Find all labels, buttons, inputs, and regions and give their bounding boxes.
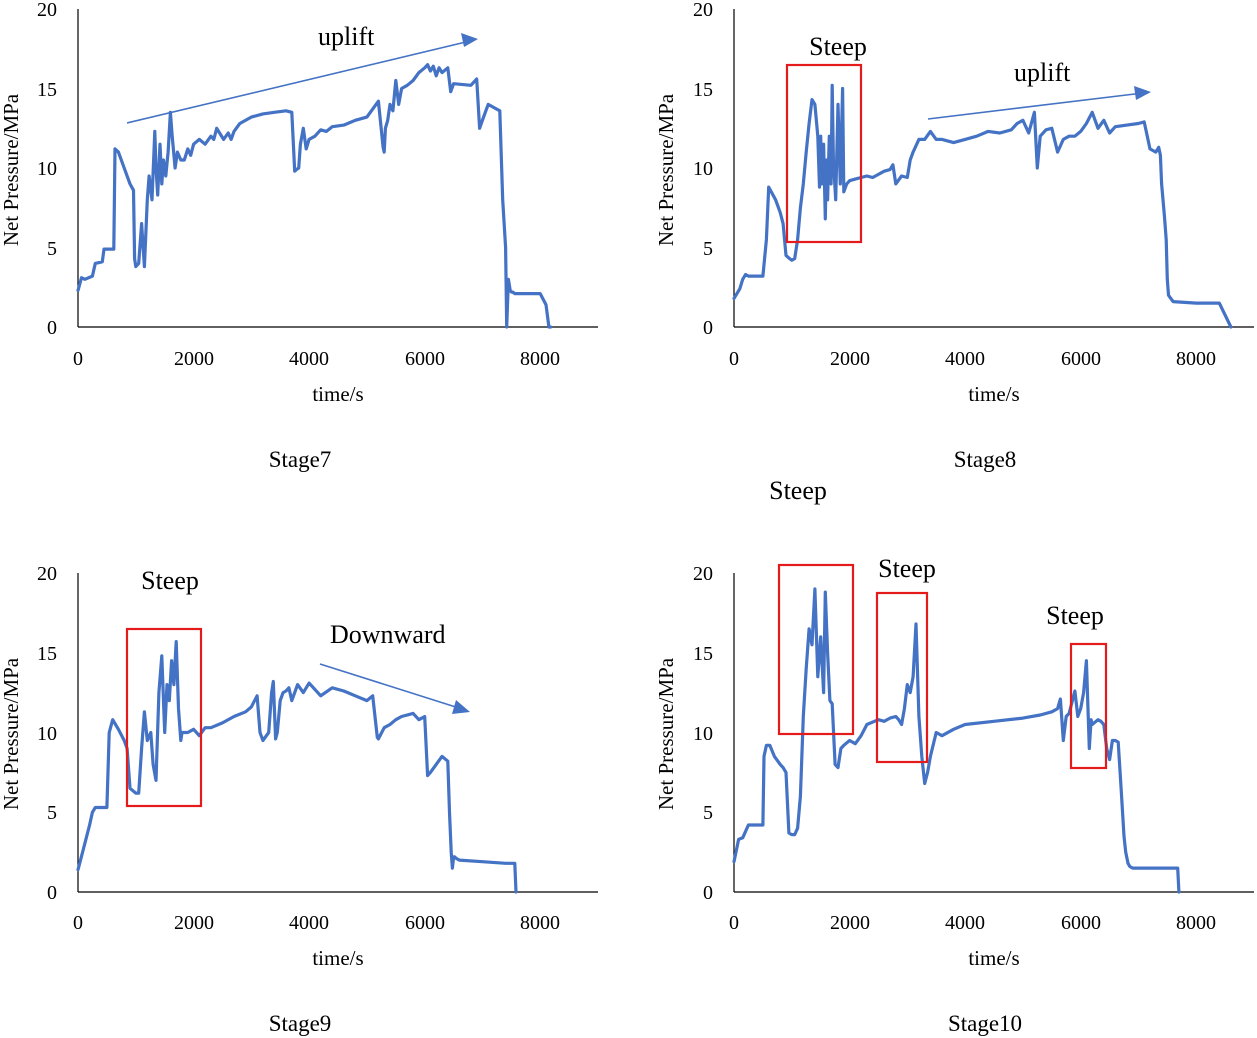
x-tick-label: 6000 bbox=[1061, 348, 1101, 370]
y-tick-label: 5 bbox=[47, 238, 57, 260]
y-tick-label: 15 bbox=[37, 643, 57, 665]
x-axis-label: time/s bbox=[312, 946, 363, 970]
steep-region-box bbox=[125, 627, 203, 808]
steep-label: Steep bbox=[769, 476, 827, 505]
uplift-trend-arrow bbox=[927, 92, 1144, 120]
y-tick-label: 15 bbox=[37, 79, 57, 101]
downward-label: Downward bbox=[330, 620, 446, 649]
steep-region-box-2 bbox=[875, 591, 929, 764]
y-tick-label: 10 bbox=[693, 158, 713, 180]
x-tick-label: 0 bbox=[73, 912, 83, 934]
y-axis-label: Net Pressure/MPa bbox=[0, 93, 23, 246]
net-pressure-line-stage7 bbox=[76, 63, 553, 329]
steep-box-label: Steep bbox=[1046, 601, 1104, 630]
x-tick-label: 8000 bbox=[520, 348, 560, 370]
x-tick-label: 2000 bbox=[174, 348, 214, 370]
x-tick-label: 8000 bbox=[520, 912, 560, 934]
y-axis-label: Net Pressure/MPa bbox=[654, 93, 678, 246]
steep-box-label: Steep bbox=[809, 32, 867, 61]
x-tick-label: 4000 bbox=[945, 348, 985, 370]
x-ticks: 0 2000 4000 6000 8000 bbox=[73, 912, 560, 934]
y-tick-label: 20 bbox=[37, 563, 57, 585]
x-tick-label: 0 bbox=[729, 348, 739, 370]
x-tick-label: 4000 bbox=[945, 912, 985, 934]
net-pressure-line-stage8 bbox=[732, 83, 1233, 329]
y-tick-label: 20 bbox=[37, 0, 57, 21]
x-tick-label: 6000 bbox=[1061, 912, 1101, 934]
y-tick-label: 10 bbox=[37, 158, 57, 180]
arrow-head-icon bbox=[461, 33, 478, 47]
y-tick-label: 20 bbox=[693, 563, 713, 585]
y-tick-label: 15 bbox=[693, 79, 713, 101]
net-pressure-line-stage10 bbox=[732, 587, 1181, 894]
x-axis-label: time/s bbox=[968, 382, 1019, 406]
x-tick-label: 6000 bbox=[405, 912, 445, 934]
y-ticks: 0 5 10 15 20 bbox=[37, 563, 57, 904]
x-tick-label: 2000 bbox=[174, 912, 214, 934]
y-tick-label: 0 bbox=[47, 882, 57, 904]
x-tick-label: 8000 bbox=[1176, 348, 1216, 370]
x-tick-label: 2000 bbox=[830, 912, 870, 934]
x-tick-label: 8000 bbox=[1176, 912, 1216, 934]
arrow-head-icon bbox=[452, 700, 470, 714]
chart-panel-stage10: 0 5 10 15 20 0 2000 4000 6000 8000 time/… bbox=[654, 554, 1254, 1036]
steep-region-box-1 bbox=[777, 563, 855, 736]
panel-title: Stage8 bbox=[954, 447, 1017, 472]
y-tick-label: 10 bbox=[37, 723, 57, 745]
uplift-label: uplift bbox=[318, 22, 375, 51]
panel-title: Stage9 bbox=[269, 1011, 332, 1036]
y-tick-label: 15 bbox=[693, 643, 713, 665]
arrow-head-icon bbox=[1134, 86, 1151, 100]
downward-trend-arrow bbox=[319, 663, 463, 710]
x-tick-label: 2000 bbox=[830, 348, 870, 370]
y-tick-label: 20 bbox=[693, 0, 713, 21]
y-tick-label: 5 bbox=[703, 802, 713, 824]
x-tick-label: 0 bbox=[73, 348, 83, 370]
steep-region-box bbox=[785, 63, 863, 244]
x-tick-label: 4000 bbox=[289, 348, 329, 370]
uplift-trend-arrow bbox=[126, 40, 471, 124]
y-ticks: 0 5 10 15 20 bbox=[37, 0, 57, 339]
y-ticks: 0 5 10 15 20 bbox=[693, 563, 713, 904]
y-tick-label: 0 bbox=[703, 317, 713, 339]
x-axis-label: time/s bbox=[968, 946, 1019, 970]
y-ticks: 0 5 10 15 20 bbox=[693, 0, 713, 339]
y-axis-label: Net Pressure/MPa bbox=[0, 657, 23, 810]
x-axis-label: time/s bbox=[312, 382, 363, 406]
panel-title: Stage7 bbox=[269, 447, 332, 472]
chart-panel-stage7: 0 5 10 15 20 0 2000 4000 6000 8000 time/… bbox=[0, 0, 598, 472]
steep-box-label: Steep bbox=[141, 566, 199, 595]
x-tick-label: 0 bbox=[729, 912, 739, 934]
y-axis-label: Net Pressure/MPa bbox=[654, 657, 678, 810]
x-tick-label: 6000 bbox=[405, 348, 445, 370]
uplift-label: uplift bbox=[1014, 58, 1071, 87]
x-ticks: 0 2000 4000 6000 8000 bbox=[729, 912, 1216, 934]
y-tick-label: 5 bbox=[47, 802, 57, 824]
x-tick-label: 4000 bbox=[289, 912, 329, 934]
net-pressure-line-stage9 bbox=[76, 639, 518, 894]
chart-panel-stage9: 0 5 10 15 20 0 2000 4000 6000 8000 time/… bbox=[0, 563, 598, 1036]
y-tick-label: 5 bbox=[703, 238, 713, 260]
y-tick-label: 10 bbox=[693, 723, 713, 745]
x-ticks: 0 2000 4000 6000 8000 bbox=[729, 348, 1216, 370]
y-tick-label: 0 bbox=[47, 317, 57, 339]
x-ticks: 0 2000 4000 6000 8000 bbox=[73, 348, 560, 370]
chart-panel-stage8: 0 5 10 15 20 0 2000 4000 6000 8000 time/… bbox=[654, 0, 1254, 505]
steep-box-label: Steep bbox=[878, 554, 936, 583]
panel-title: Stage10 bbox=[948, 1011, 1022, 1036]
y-tick-label: 0 bbox=[703, 882, 713, 904]
steep-region-box-3 bbox=[1069, 642, 1108, 770]
